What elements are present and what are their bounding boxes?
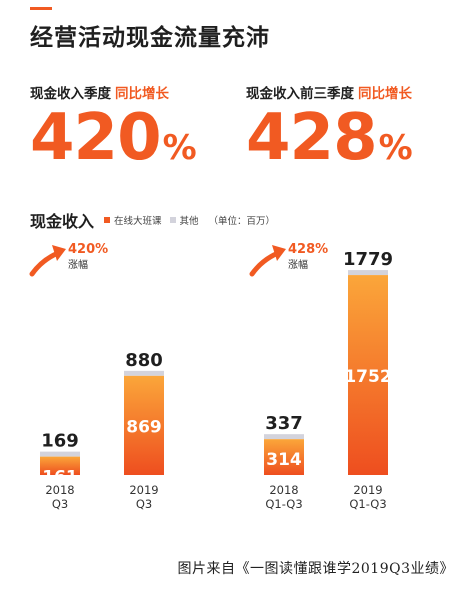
stat-quarter-value: 420% bbox=[30, 106, 197, 170]
image-caption: 图片来自《一图读懂跟谁学2019Q3业绩》 bbox=[177, 561, 454, 577]
legend-swatch-online-class bbox=[104, 217, 111, 223]
bar-other bbox=[348, 270, 388, 276]
page-title: 经营活动现金流量充沛 bbox=[30, 25, 270, 51]
legend-item-other: 其他 bbox=[169, 213, 199, 227]
bar-online-class bbox=[40, 456, 80, 475]
stat-three-quarters-value: 428% bbox=[246, 106, 413, 170]
bar-chart: 1611692018Q38698802019Q3420%涨幅3143372018… bbox=[29, 242, 393, 511]
stat-quarter: 现金收入季度 同比增长 420% bbox=[30, 82, 197, 170]
growth-arrow-icon bbox=[249, 250, 281, 277]
bar-online-class bbox=[348, 275, 388, 475]
bar-total-label: 1779 bbox=[343, 249, 393, 270]
chart-legend: 现金收入 在线大班课 其他 （单位：百万） bbox=[30, 208, 450, 232]
stat-quarter-highlight: 同比增长 bbox=[115, 86, 169, 102]
bar-online-class bbox=[264, 439, 304, 475]
bar-value-label: 314 bbox=[266, 450, 302, 470]
legend-label-other: 其他 bbox=[179, 216, 199, 227]
legend-item-online-class: 在线大班课 bbox=[104, 213, 162, 227]
stat-three-quarters: 现金收入前三季度 同比增长 428% bbox=[246, 82, 413, 170]
stat-quarter-label-text: 现金收入季度 bbox=[30, 86, 111, 102]
stat-three-quarters-label: 现金收入前三季度 同比增长 bbox=[246, 82, 413, 102]
growth-sublabel: 涨幅 bbox=[288, 258, 308, 271]
chart-area: 161 169 2018 Q3 869 880 2019 Q3 420% 涨幅 314 337 2018… bbox=[0, 230, 472, 530]
x-tick-label: Q3 bbox=[136, 497, 152, 511]
bar-other bbox=[264, 434, 304, 440]
legend-swatch-other bbox=[169, 217, 176, 223]
bar-total-label: 337 bbox=[265, 413, 303, 434]
growth-arrowhead-icon bbox=[52, 245, 66, 261]
legend-unit: （单位：百万） bbox=[208, 216, 276, 227]
bar-value-label: 869 bbox=[126, 417, 162, 437]
bar-total-label: 880 bbox=[125, 350, 163, 371]
growth-label: 428% bbox=[288, 242, 328, 257]
x-tick-label: Q1-Q3 bbox=[349, 497, 386, 511]
title-accent-bar bbox=[30, 7, 52, 10]
x-tick-label: 2019 bbox=[129, 483, 158, 497]
growth-arrow-icon bbox=[29, 250, 61, 277]
bar-other bbox=[124, 370, 164, 376]
stat-three-quarters-label-text: 现金收入前三季度 bbox=[246, 86, 354, 102]
stat-quarter-label: 现金收入季度 同比增长 bbox=[30, 82, 197, 102]
growth-sublabel: 涨幅 bbox=[68, 258, 88, 271]
stat-quarter-unit: % bbox=[162, 128, 197, 168]
stat-three-quarters-highlight: 同比增长 bbox=[358, 86, 412, 102]
stat-three-quarters-unit: % bbox=[378, 128, 413, 168]
growth-label: 420% bbox=[68, 242, 108, 257]
legend-title: 现金收入 bbox=[30, 212, 95, 231]
x-tick-label: 2019 bbox=[353, 483, 382, 497]
bar-total-label: 169 bbox=[41, 431, 79, 452]
x-tick-label: 2018 bbox=[45, 483, 74, 497]
bar-online-class bbox=[124, 375, 164, 475]
stat-quarter-number: 420 bbox=[30, 101, 162, 175]
x-tick-label: Q3 bbox=[52, 497, 68, 511]
growth-arrowhead-icon bbox=[272, 245, 286, 261]
stat-three-quarters-number: 428 bbox=[246, 101, 378, 175]
bar-value-label: 1752 bbox=[344, 367, 391, 387]
x-tick-label: 2018 bbox=[269, 483, 298, 497]
legend-label-online-class: 在线大班课 bbox=[114, 216, 162, 227]
bar-other bbox=[40, 451, 80, 457]
x-tick-label: Q1-Q3 bbox=[265, 497, 302, 511]
bar-value-label: 161 bbox=[42, 468, 78, 488]
